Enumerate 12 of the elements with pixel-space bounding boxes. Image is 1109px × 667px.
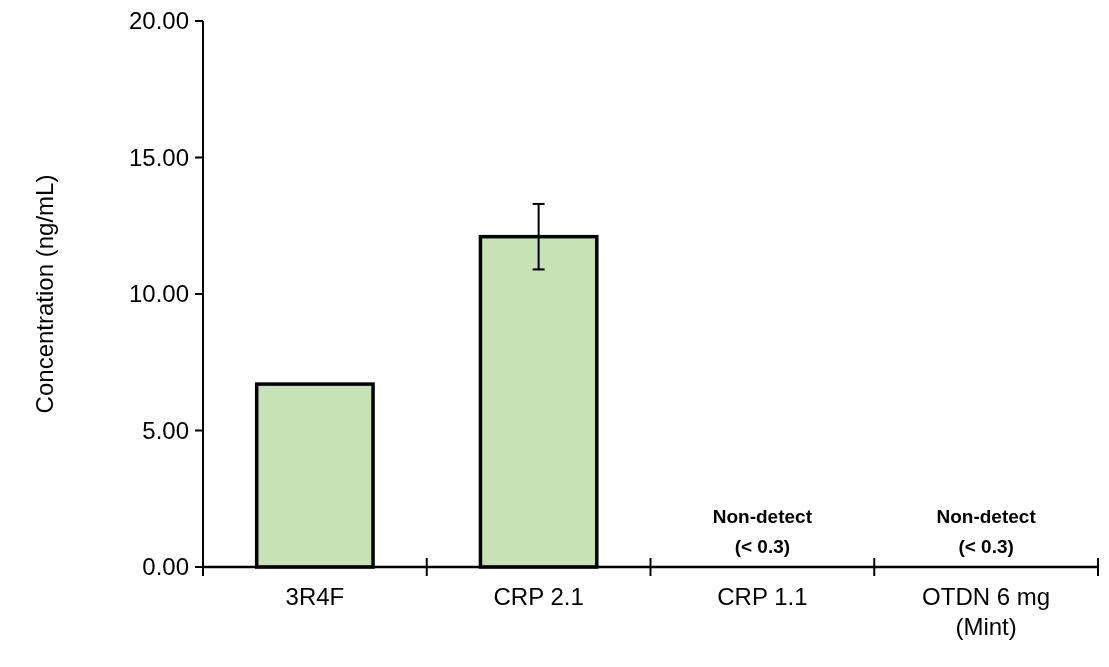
y-tick-label: 5.00 [142,416,189,444]
text: Non-detect (< 0.3) [712,506,812,557]
y-tick-label: 15.00 [128,143,189,171]
x-tick-label: CRP 2.1 [493,583,584,610]
y-tick-label: 10.00 [128,280,189,308]
y-tick-label: 20.00 [128,7,189,35]
text: Non-detect (< 0.3) [936,506,1036,557]
x-tick-label: CRP 1.1 [717,583,808,610]
x-tick-label: OTDN 6 mg (Mint) [922,583,1051,640]
x-tick-label: 3R4F [285,583,345,610]
y-tick-label: 0.00 [142,553,189,581]
y-axis-title: Concentration (ng/mL) [31,174,58,414]
